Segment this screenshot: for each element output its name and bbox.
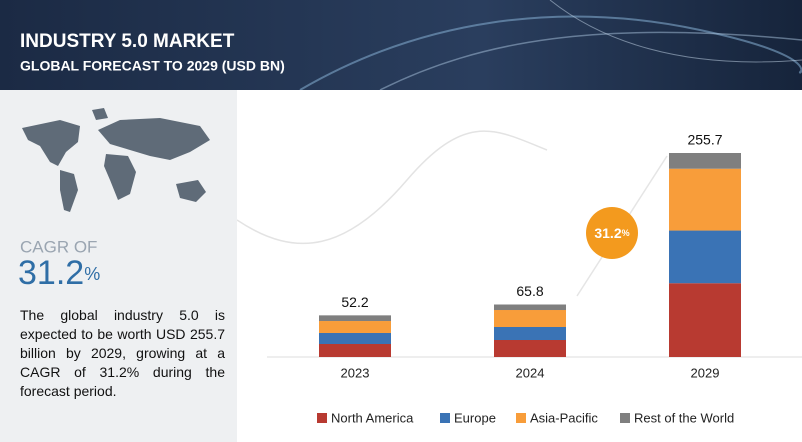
bar-segment xyxy=(319,332,391,344)
total-label: 255.7 xyxy=(687,132,722,148)
bar-segment xyxy=(669,168,741,231)
bar-segment xyxy=(494,327,566,341)
bar-segment xyxy=(319,321,391,333)
bar-segment xyxy=(494,310,566,328)
cagr-bubble-unit: % xyxy=(622,228,630,238)
world-map xyxy=(22,108,210,212)
streak xyxy=(299,15,802,90)
bar-segment xyxy=(669,230,741,284)
cagr-label: CAGR OF xyxy=(20,237,97,256)
bar-segment xyxy=(669,283,741,357)
total-label: 65.8 xyxy=(516,283,543,299)
cagr-number: 31.2 xyxy=(18,254,84,292)
description: The global industry 5.0 is expected to b… xyxy=(20,307,225,399)
x-tick-label: 2029 xyxy=(691,365,720,380)
total-label: 52.2 xyxy=(341,294,368,310)
summary-panel xyxy=(0,90,237,442)
legend-label: Asia-Pacific xyxy=(530,410,598,425)
legend-label: Rest of the World xyxy=(634,410,734,425)
cagr-bubble-number: 31.2 xyxy=(594,225,621,241)
legend-swatch xyxy=(440,413,450,423)
header: INDUSTRY 5.0 MARKET GLOBAL FORECAST TO 2… xyxy=(0,0,802,90)
legend-label: North America xyxy=(331,410,414,425)
bar-segment xyxy=(494,304,566,311)
cagr-unit: % xyxy=(84,264,100,284)
legend-swatch xyxy=(620,413,630,423)
bar-segment xyxy=(669,153,741,169)
streak xyxy=(549,0,802,63)
x-tick-label: 2023 xyxy=(341,365,370,380)
title: INDUSTRY 5.0 MARKET xyxy=(20,31,235,52)
bar-segment xyxy=(319,315,391,322)
streak xyxy=(379,31,802,90)
cagr-value: 31.2% xyxy=(18,254,100,292)
summary-graphics: CAGR OF 31.2% xyxy=(18,108,210,292)
legend-swatch xyxy=(317,413,327,423)
x-tick-label: 2024 xyxy=(516,365,545,380)
legend-label: Europe xyxy=(454,410,496,425)
cagr-bubble-text: 31.2% xyxy=(594,225,629,241)
cagr-bubble xyxy=(586,207,638,259)
legend-swatch xyxy=(516,413,526,423)
bar-segment xyxy=(494,340,566,357)
bar-segment xyxy=(319,343,391,357)
decor-curve xyxy=(237,130,548,245)
subtitle: GLOBAL FORECAST TO 2029 (USD BN) xyxy=(20,58,285,74)
chart: 31.2% 52.2 2023 65.8 2024 255.7 2029 North Ame… xyxy=(237,130,802,425)
